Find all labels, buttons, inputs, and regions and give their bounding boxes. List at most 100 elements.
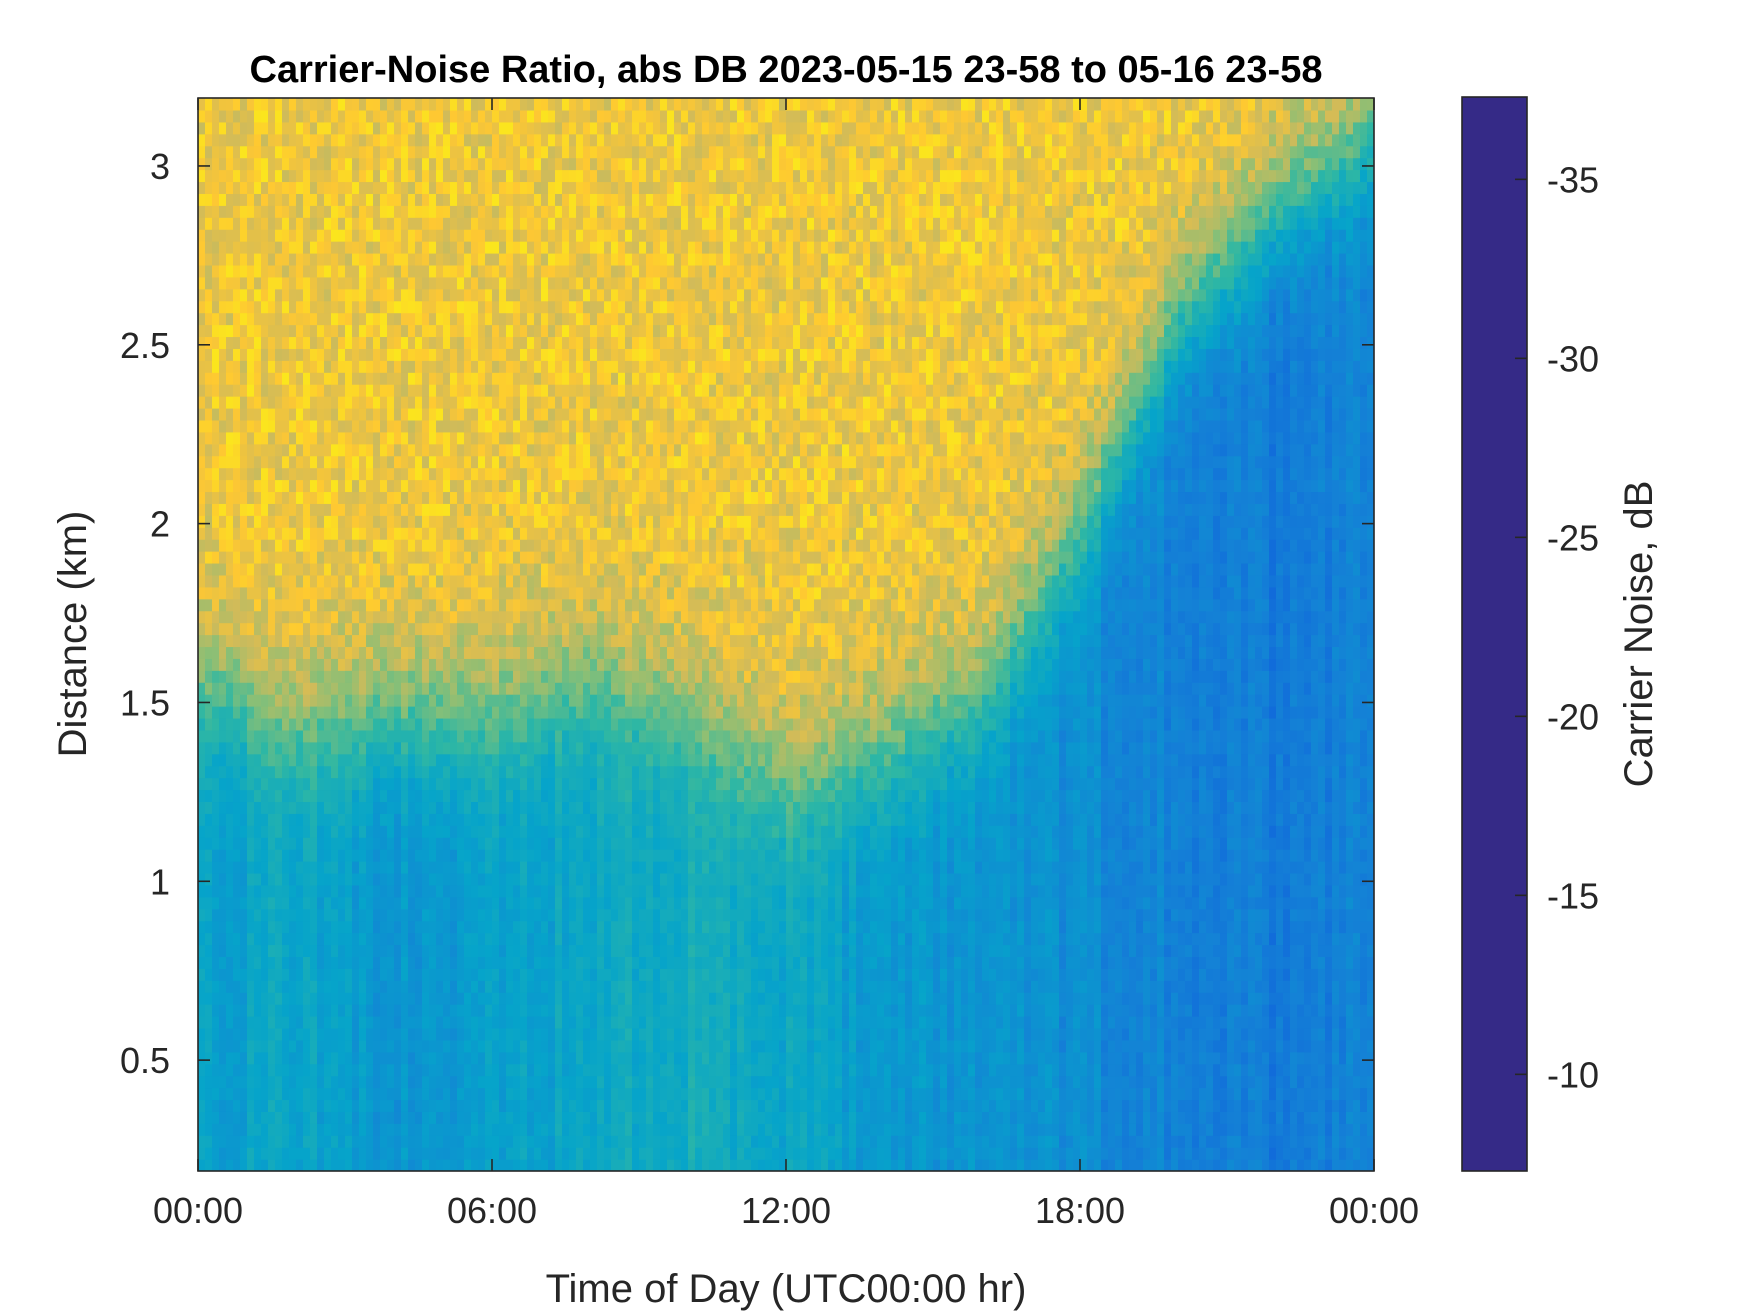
heatmap-cell: [506, 431, 514, 445]
heatmap-cell: [254, 741, 262, 755]
heatmap-cell: [422, 1099, 430, 1112]
heatmap-cell: [212, 765, 220, 779]
heatmap-cell: [464, 1016, 472, 1029]
heatmap-cell: [464, 610, 472, 624]
heatmap-cell: [422, 252, 430, 266]
heatmap-cell: [331, 551, 339, 564]
heatmap-cell: [373, 157, 381, 171]
heatmap-cell: [464, 443, 472, 457]
heatmap-cell: [394, 169, 402, 183]
heatmap-cell: [226, 312, 234, 326]
heatmap-cell: [562, 419, 570, 433]
heatmap-cell: [296, 300, 304, 314]
heatmap-cell: [548, 312, 556, 326]
heatmap-cell: [478, 956, 486, 969]
heatmap-cell: [254, 610, 262, 624]
heatmap-cell: [317, 324, 325, 338]
heatmap-cell: [457, 1016, 465, 1029]
heatmap-cell: [261, 813, 269, 826]
heatmap-cell: [366, 157, 374, 171]
heatmap-cell: [275, 562, 283, 576]
heatmap-cell: [450, 670, 458, 683]
heatmap-cell: [541, 324, 549, 338]
heatmap-cell: [366, 801, 374, 814]
heatmap-cell: [499, 610, 507, 624]
heatmap-cell: [492, 109, 500, 123]
heatmap-cell: [527, 133, 535, 147]
heatmap-cell: [576, 837, 584, 850]
heatmap-cell: [219, 574, 227, 588]
heatmap-cell: [562, 300, 570, 314]
heatmap-cell: [401, 324, 409, 338]
heatmap-cell: [261, 670, 269, 683]
heatmap-cell: [492, 1075, 500, 1089]
heatmap-cell: [289, 121, 297, 135]
heatmap-cell: [415, 682, 423, 695]
heatmap-cell: [380, 479, 388, 493]
heatmap-cell: [268, 586, 276, 600]
heatmap-cell: [478, 562, 486, 576]
heatmap-cell: [317, 980, 325, 993]
heatmap-cell: [422, 574, 430, 588]
heatmap-cell: [457, 658, 465, 671]
heatmap-cell: [464, 849, 472, 862]
heatmap-cell: [352, 646, 360, 659]
heatmap-cell: [205, 717, 213, 731]
heatmap-cell: [513, 896, 521, 910]
heatmap-cell: [275, 980, 283, 993]
heatmap-cell: [338, 1147, 346, 1160]
heatmap-cell: [359, 348, 367, 361]
heatmap-cell: [303, 944, 311, 957]
heatmap-cell: [583, 849, 591, 862]
heatmap-cell: [555, 1087, 563, 1101]
heatmap-cell: [254, 729, 262, 743]
heatmap-cell: [471, 801, 479, 814]
heatmap-cell: [233, 539, 241, 552]
heatmap-cell: [289, 467, 297, 481]
heatmap-cell: [422, 586, 430, 600]
heatmap-cell: [296, 503, 304, 516]
heatmap-cell: [415, 920, 423, 934]
heatmap-cell: [261, 1027, 269, 1041]
heatmap-cell: [303, 324, 311, 338]
heatmap-cell: [226, 837, 234, 850]
heatmap-cell: [338, 109, 346, 123]
heatmap-cell: [555, 1135, 563, 1148]
heatmap-cell: [464, 1087, 472, 1101]
heatmap-cell: [387, 157, 395, 171]
heatmap-cell: [527, 717, 535, 731]
heatmap-cell: [450, 586, 458, 600]
heatmap-cell: [268, 217, 276, 230]
heatmap-cell: [443, 503, 451, 516]
heatmap-cell: [478, 431, 486, 445]
heatmap-cell: [366, 992, 374, 1005]
heatmap-cell: [548, 217, 556, 230]
heatmap-cell: [506, 598, 514, 612]
heatmap-cell: [527, 932, 535, 946]
heatmap-cell: [513, 1147, 521, 1160]
heatmap-cell: [233, 682, 241, 695]
heatmap-cell: [310, 813, 318, 826]
heatmap-cell: [478, 503, 486, 516]
heatmap-cell: [478, 682, 486, 695]
heatmap-cell: [373, 407, 381, 421]
heatmap-cell: [296, 825, 304, 838]
heatmap-cell: [471, 753, 479, 767]
heatmap-cell: [492, 789, 500, 803]
heatmap-cell: [303, 205, 311, 218]
heatmap-cell: [310, 157, 318, 171]
heatmap-cell: [324, 276, 332, 290]
heatmap-cell: [226, 753, 234, 767]
heatmap-cell: [247, 1099, 255, 1112]
heatmap-cell: [338, 980, 346, 993]
heatmap-cell: [268, 1147, 276, 1160]
heatmap-cell: [282, 133, 290, 147]
heatmap-cell: [471, 348, 479, 361]
heatmap-cell: [422, 324, 430, 338]
heatmap-cell: [380, 431, 388, 445]
heatmap-cell: [506, 610, 514, 624]
heatmap-cell: [401, 551, 409, 564]
heatmap-cell: [289, 932, 297, 946]
heatmap-cell: [261, 109, 269, 123]
heatmap-cell: [331, 217, 339, 230]
